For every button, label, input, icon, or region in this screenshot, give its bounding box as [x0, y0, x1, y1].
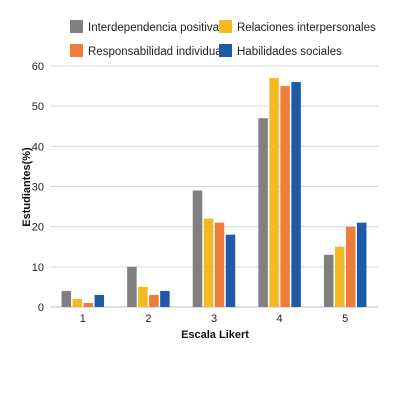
legend: Interdependencia positiva Relaciones inte…	[70, 20, 376, 58]
x-tick-label: 4	[277, 313, 283, 325]
bar	[83, 302, 94, 307]
bar	[225, 234, 236, 307]
bar	[127, 266, 137, 307]
legend-label: Habilidades sociales	[237, 46, 342, 58]
y-tick-label: 0	[38, 302, 44, 314]
bar	[94, 294, 105, 307]
x-axis-title: Escala Likert	[181, 329, 249, 341]
y-tick-label: 20	[32, 222, 44, 234]
bar	[345, 226, 356, 307]
y-axis-ticks: 0 10 20 30 40 50 60	[32, 61, 44, 314]
y-tick-label: 50	[32, 101, 44, 113]
bar	[334, 246, 345, 307]
y-tick-label: 60	[32, 61, 44, 73]
bar	[203, 218, 214, 307]
bar	[72, 298, 83, 307]
bar	[280, 86, 290, 307]
bar	[269, 78, 279, 307]
bar	[61, 290, 72, 307]
bar	[214, 222, 225, 307]
x-tick-label: 3	[211, 313, 217, 325]
x-axis-ticks: 1 2 3 4 5	[80, 313, 349, 325]
y-tick-label: 10	[32, 262, 44, 274]
bar	[258, 118, 268, 307]
legend-swatch	[70, 44, 83, 57]
bar	[356, 222, 367, 307]
bars	[61, 78, 367, 307]
x-tick-label: 5	[342, 313, 348, 325]
legend-label: Relaciones interpersonales	[237, 22, 376, 34]
x-tick-label: 1	[80, 313, 86, 325]
bar	[160, 290, 170, 307]
y-tick-label: 30	[32, 182, 44, 194]
legend-label: Interdependencia positiva	[88, 22, 220, 34]
x-tick-label: 2	[145, 313, 151, 325]
legend-swatch	[70, 20, 83, 33]
legend-swatch	[219, 44, 232, 57]
y-axis-title: Estudiantes(%)	[21, 147, 33, 227]
bar	[323, 254, 334, 307]
gridlines	[50, 65, 378, 308]
bar	[138, 286, 148, 307]
y-tick-label: 40	[32, 141, 44, 153]
bar	[149, 294, 159, 307]
bar	[291, 82, 301, 307]
legend-label: Responsabilidad individual	[88, 46, 224, 58]
bar	[192, 190, 203, 307]
legend-swatch	[219, 20, 232, 33]
